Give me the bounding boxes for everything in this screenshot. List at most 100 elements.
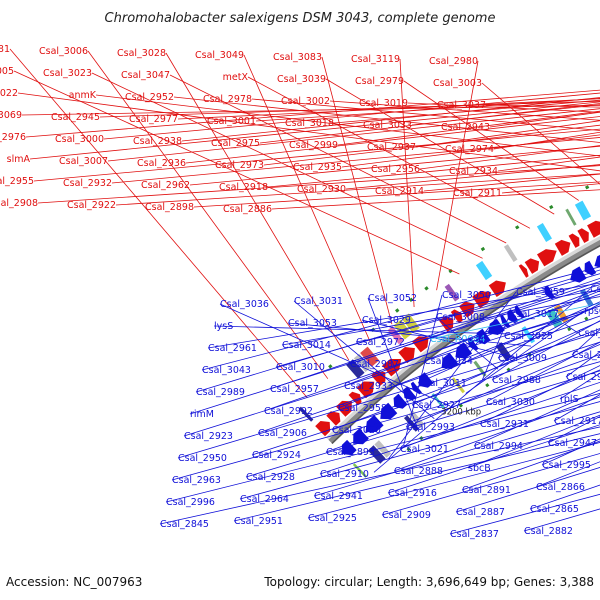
gene-label: Csal_2962 [141, 180, 190, 191]
gene-label: Csal_2908 [0, 198, 38, 209]
gene-label: Csal_2938 [133, 136, 182, 147]
forward-cog-band [444, 283, 460, 302]
gene-label: Csal_3049 [195, 50, 244, 61]
scale-tick-label: 3200 kbp [441, 408, 481, 418]
gene-label: Csal_3019 [359, 98, 408, 109]
gene-label: Csal_2963 [172, 475, 221, 486]
forward-cog-band [298, 406, 314, 422]
gene-label: Csal_3031 [294, 296, 343, 307]
gene-label-leader [159, 426, 600, 525]
gene-label-leader [115, 173, 600, 206]
gene-label: Csal_2951 [234, 516, 283, 527]
gene-label-leader [307, 442, 600, 519]
gene-label: Csal_2930 [297, 184, 346, 195]
forward-gene-arrow [472, 291, 492, 309]
gene-label-leader [29, 101, 600, 160]
gene-label: Csal_3006 [39, 46, 88, 57]
gene-label-leader [177, 98, 600, 120]
gene-label-leader [491, 320, 600, 381]
gene-label: Csal_2978 [203, 94, 252, 105]
gene-label: Csal_2914 [375, 186, 424, 197]
gene-label: Csal_2950 [178, 453, 227, 464]
gene-label-leader [171, 361, 600, 481]
gene-label: Csal_2837 [450, 529, 499, 540]
gene-label-leader [189, 284, 600, 415]
gene-label: Csal_3039 [277, 74, 326, 85]
gene-label: Csal_3047 [121, 70, 170, 81]
gene-label: Csal_2999 [289, 140, 338, 151]
forward-cog-band [574, 200, 592, 221]
gene-label: Csal_2988 [492, 375, 541, 386]
gene-label: Csal_3005 [0, 66, 14, 77]
gene-label: rpsO [584, 306, 600, 317]
gene-label: Csal_3028 [117, 48, 166, 59]
gene-label-leader [239, 401, 600, 500]
gene-label-leader [245, 370, 600, 478]
map-title: Chromohalobacter salexigens DSM 3043, co… [105, 11, 496, 26]
gene-label: rimM [190, 409, 214, 420]
gene-label: Csal_3083 [273, 52, 322, 63]
reverse-cog-band [374, 440, 392, 458]
gene-label: Csal_3010 [276, 362, 325, 373]
gene-label-leader [263, 293, 600, 412]
gene-label: Csal_2909 [382, 510, 431, 521]
gene-label-leader [219, 303, 451, 407]
gene-label-leader [263, 124, 600, 166]
forward-gene-arrow [356, 381, 375, 399]
gene-label-leader [423, 290, 600, 362]
forward-gene-arrow [518, 264, 529, 278]
accession-text: Accession: NC_007963 [6, 575, 142, 589]
gene-label: Csal_2925 [308, 513, 357, 524]
gene-label: Csal_3002 [281, 96, 330, 107]
gene-label-leader [497, 303, 600, 359]
forward-gene-arrow [554, 239, 571, 256]
gene-label: Csal_2917 [554, 416, 600, 427]
gene-label-leader [481, 313, 511, 382]
gene-label-leader [293, 300, 435, 420]
gene-label-leader [103, 92, 600, 140]
gene-label: Csal_2975 [211, 138, 260, 149]
gene-label: lysS [214, 321, 233, 332]
gene-label: Csal_2979 [355, 76, 404, 87]
gene-label: Csal_2973 [215, 160, 264, 171]
gene-label-leader [387, 424, 600, 494]
forward-marker [515, 225, 520, 230]
gene-label-leader [91, 72, 483, 259]
gene-label-leader [405, 344, 600, 428]
footer-background [0, 568, 600, 600]
gene-label-leader [489, 111, 600, 128]
gene-label: Csal_3000 [55, 134, 104, 145]
gene-label: Csal_2934 [449, 166, 498, 177]
gene-label-leader [417, 301, 600, 384]
gene-label: Csal_2924 [252, 450, 301, 461]
gene-label: Csal_2935 [293, 162, 342, 173]
reverse-marker [485, 383, 490, 388]
gene-label-leader [271, 189, 600, 210]
feature-tracks [298, 185, 600, 478]
forward-marker [408, 297, 414, 302]
gene-label: Csal_2882 [524, 526, 573, 537]
gene-label-leader [345, 164, 600, 190]
gene-label: Csal_3004 [578, 328, 600, 339]
gene-label: sbcB [468, 463, 491, 474]
gene-label-leader [399, 369, 600, 450]
gene-label: Csal_3025 [504, 331, 553, 342]
gene-label: Csal_3021 [400, 444, 449, 455]
gene-label: Csal_3030 [486, 397, 535, 408]
gene-label-leader [33, 128, 600, 182]
gene-label-leader [331, 328, 600, 431]
gene-label: Csal_2898 [145, 202, 194, 213]
gene-label: Csal_2987 [350, 359, 399, 370]
gene-label-leader [388, 291, 517, 459]
gene-label-leader [165, 393, 600, 503]
gene-label-leader [21, 104, 600, 116]
gene-label: Csal_2995 [542, 460, 591, 471]
gene-label-leader [337, 305, 600, 409]
gene-label-leader [473, 389, 600, 447]
gene-label: Csal_2941 [314, 491, 363, 502]
gene-label: Csal_3119 [351, 54, 400, 65]
forward-gene-arrow [568, 233, 580, 248]
gene-label: Csal_2958 [338, 403, 387, 414]
gene-label: Csal_3009 [498, 353, 547, 364]
